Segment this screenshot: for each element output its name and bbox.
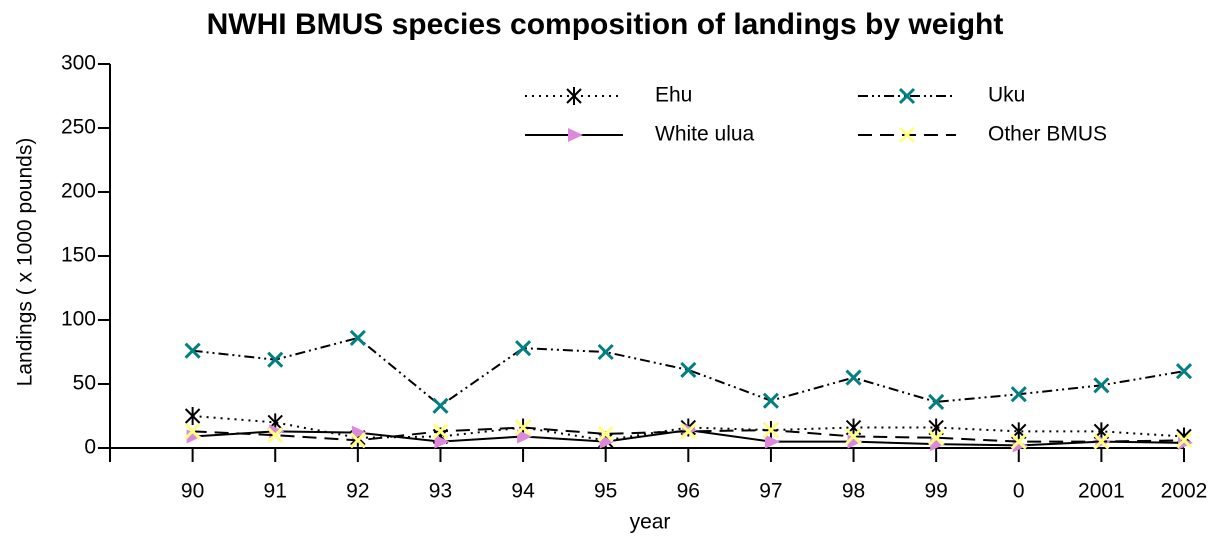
legend-label: Ehu (655, 84, 692, 107)
marker (762, 392, 779, 409)
x-tick-label: 94 (511, 480, 535, 503)
x-tick-label: 91 (264, 480, 287, 503)
y-tick-label: 250 (61, 116, 96, 139)
marker-stroke (597, 343, 614, 361)
marker (680, 361, 697, 378)
marker (845, 418, 862, 437)
y-tick-label: 200 (61, 180, 96, 203)
legend-label: Uku (988, 84, 1025, 107)
marker (680, 423, 697, 440)
x-tick-label: 90 (181, 480, 204, 503)
marker-stroke (349, 329, 366, 346)
marker (898, 87, 916, 105)
marker-stroke (597, 425, 614, 442)
marker (845, 428, 862, 445)
y-tick-label: 0 (84, 436, 96, 459)
y-tick-label: 150 (61, 244, 96, 267)
marker-stroke (762, 422, 779, 439)
y-axis-label: Landings ( x 1000 pounds) (14, 138, 37, 387)
x-tick-label: 95 (594, 480, 617, 503)
marker (764, 434, 780, 449)
marker-stroke (898, 126, 916, 144)
marker-stroke (1093, 377, 1110, 394)
x-tick-label: 2002 (1161, 480, 1208, 503)
marker (267, 351, 284, 368)
x-tick-label: 0 (1013, 480, 1025, 503)
marker-stroke (928, 429, 945, 446)
marker-stroke (1175, 432, 1193, 449)
marker-stroke (267, 427, 284, 444)
marker-stroke (762, 392, 779, 409)
marker (515, 419, 532, 436)
marker-stroke (1010, 433, 1027, 450)
x-axis-label: year (630, 511, 671, 534)
marker (349, 329, 366, 346)
marker-stroke (1010, 386, 1027, 403)
marker (1010, 386, 1027, 403)
marker (1175, 363, 1193, 380)
marker (1010, 433, 1027, 450)
y-tick-label: 300 (61, 52, 96, 75)
marker-stroke (432, 423, 449, 440)
marker (928, 393, 945, 410)
legend-label: Other BMUS (988, 123, 1107, 146)
y-tick-label: 50 (73, 372, 96, 395)
marker (762, 422, 779, 439)
marker-stroke (928, 393, 945, 410)
legend-label: White ulua (655, 123, 755, 146)
marker-stroke (1093, 433, 1110, 450)
marker-stroke (349, 432, 366, 449)
marker-stroke (267, 351, 284, 368)
y-tick-label: 100 (61, 308, 96, 331)
marker (349, 432, 366, 449)
marker-shape (434, 434, 450, 449)
marker (928, 429, 945, 446)
marker (515, 340, 532, 357)
marker (432, 397, 449, 414)
marker-shape (764, 434, 780, 449)
marker (1093, 377, 1110, 394)
marker-stroke (515, 419, 532, 436)
marker (568, 128, 583, 142)
marker (267, 427, 284, 444)
marker (898, 126, 916, 144)
marker-stroke (845, 428, 862, 445)
x-tick-label: 97 (759, 480, 782, 503)
x-tick-label: 92 (346, 480, 369, 503)
marker-stroke (680, 361, 697, 378)
marker-stroke (184, 342, 201, 359)
marker (845, 369, 862, 386)
marker-stroke (1175, 363, 1193, 380)
x-tick-label: 2001 (1078, 480, 1125, 503)
marker (184, 342, 201, 359)
marker (1093, 433, 1110, 450)
marker (1175, 432, 1193, 449)
marker-shape (517, 429, 533, 444)
marker (434, 434, 450, 449)
chart-title: NWHI BMUS species composition of landing… (207, 8, 1004, 41)
marker-stroke (845, 369, 862, 386)
marker-stroke (515, 340, 532, 357)
marker (566, 87, 582, 105)
x-tick-label: 98 (842, 480, 865, 503)
marker-stroke (680, 423, 697, 440)
marker (517, 429, 533, 444)
marker (432, 423, 449, 440)
marker-stroke (898, 87, 916, 105)
marker (597, 425, 614, 442)
marker-shape (568, 128, 583, 142)
marker-stroke (432, 397, 449, 414)
x-tick-label: 96 (677, 480, 700, 503)
marker-stroke (184, 423, 201, 440)
marker (184, 423, 201, 440)
marker (597, 343, 614, 361)
x-tick-label: 93 (429, 480, 452, 503)
x-tick-label: 99 (924, 480, 947, 503)
marker (184, 407, 201, 425)
